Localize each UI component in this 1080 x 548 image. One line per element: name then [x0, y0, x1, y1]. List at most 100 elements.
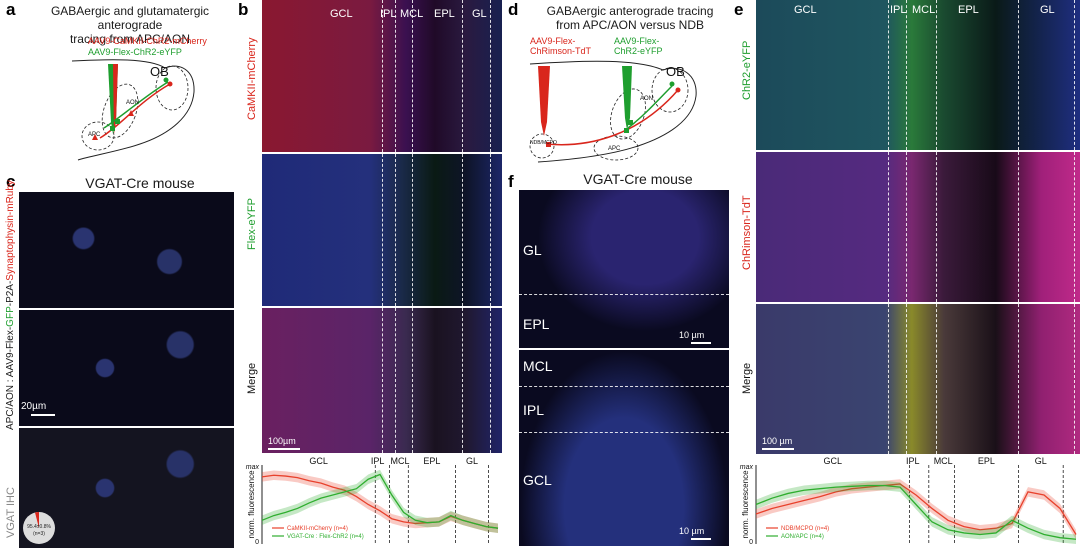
panel-e-divider: [1074, 304, 1075, 454]
panel-b-divider: [490, 154, 491, 306]
chart-series-band: [262, 469, 498, 533]
panel-d-ndb-label: NDB/MCPO: [530, 140, 557, 146]
chart-layer-label: EPL: [423, 456, 440, 466]
chart-layer-label: MCL: [934, 456, 953, 466]
panel-e-layer-ipl: IPL: [890, 4, 907, 16]
panel-b-divider: [462, 308, 463, 453]
chart-legend-label: VGAT-Cre : Flex-ChR2 (n=4): [287, 534, 364, 540]
panel-letter-b: b: [238, 0, 249, 19]
panel-c-image-bottom: 95.4±0.8% (n=3): [19, 428, 234, 548]
panel-e-scalebar: [762, 448, 794, 450]
panel-c-side-label: APC/AON : AAV9-Flex-GFP-P2A-Synaptophysi…: [5, 180, 16, 430]
panel-e-divider: [936, 152, 937, 302]
chart-layer-label: GCL: [824, 456, 843, 466]
panel-b-image-3: 100µm: [262, 308, 502, 453]
pie-value: 95.4±0.8%: [27, 524, 51, 530]
panel-b-layer-mcl: MCL: [400, 8, 424, 20]
panel-a-title-line1: GABAergic and glutamatergic anterograde: [50, 4, 210, 32]
panel-a-title: GABAergic and glutamatergic anterograde …: [30, 4, 230, 46]
panel-d-virus-red-line2: ChRimson-TdT: [530, 46, 592, 56]
panel-e-divider: [1074, 152, 1075, 302]
panel-e-divider: [1018, 0, 1019, 150]
panel-b-image-2: [262, 154, 502, 306]
panel-e-layer-gl: GL: [1040, 4, 1055, 16]
panel-b-layer-epl: EPL: [434, 8, 455, 20]
panel-e-divider: [906, 152, 907, 302]
panel-b-scalebar: [268, 448, 300, 450]
panel-e-row-label-1: ChR2-eYFP: [741, 40, 753, 100]
panel-b-divider: [412, 154, 413, 306]
panel-b-divider: [490, 0, 491, 152]
panel-c-vgat-label: VGAT IHC: [5, 487, 17, 538]
panel-e-layer-epl: EPL: [958, 4, 979, 16]
chart-legend-label: NDB/MCPO (n=4): [781, 526, 829, 532]
panel-b-row-label-2: Flex-eYFP: [246, 198, 258, 250]
chart-series-line: [755, 484, 1077, 540]
pie-n: (n=3): [33, 531, 45, 537]
chart-ylabel: norm. fluorescence: [247, 470, 256, 539]
panel-d-title-line1: GABAergic anterograde tracing: [546, 4, 714, 18]
panel-letter-e: e: [734, 0, 744, 19]
panel-f-divider: [519, 386, 729, 387]
chart-series-line: [261, 473, 499, 529]
panel-letter-a: a: [6, 0, 16, 19]
panel-b-scalebar-label: 100µm: [268, 436, 296, 446]
side-label-prefix: APC/AON : AAV9-Flex-: [5, 326, 16, 430]
panel-f-divider: [519, 294, 729, 295]
panel-f-divider: [519, 432, 729, 433]
panel-e-image-3: 100 µm: [756, 304, 1080, 454]
panel-e-divider: [906, 0, 907, 150]
panel-e-divider: [888, 152, 889, 302]
panel-e-divider: [888, 0, 889, 150]
panel-e-scalebar-label: 100 µm: [762, 436, 793, 446]
chart-layer-label: MCL: [391, 456, 410, 466]
chart-series-band: [756, 479, 1076, 540]
panel-c-scalebar: [31, 414, 55, 416]
side-label-syn: Synaptophysin-mRuby: [5, 180, 16, 281]
panel-e-divider: [1018, 152, 1019, 302]
panel-f-label-mcl: MCL: [523, 358, 553, 374]
panel-f-label-ipl: IPL: [523, 402, 545, 418]
panel-b-divider: [490, 308, 491, 453]
chart-layer-label: GL: [1035, 456, 1047, 466]
panel-d-virus-green-line1: AAV9-Flex-: [614, 36, 660, 46]
panel-letter-d: d: [508, 0, 519, 19]
panel-b-divider: [462, 0, 463, 152]
panel-d-apc-label: APC: [608, 146, 621, 152]
panel-b-divider: [395, 308, 396, 453]
side-label-mid: -P2A-: [5, 280, 16, 307]
chart-legend-label: CaMKII-mCherry (n=4): [287, 526, 348, 532]
panel-b-divider: [395, 154, 396, 306]
chart-layer-label: EPL: [978, 456, 995, 466]
chart-series-band: [756, 480, 1076, 544]
panel-c-image-top: [19, 192, 234, 308]
panel-d-brain-schematic: OB AON APC NDB/MCPO: [529, 60, 697, 163]
panel-b-row-label-3: Merge: [246, 362, 258, 394]
panel-e-divider: [936, 304, 937, 454]
panel-e-divider: [906, 304, 907, 454]
chart-ytick-zero: 0: [749, 539, 753, 546]
chart-layer-label: GL: [466, 456, 478, 466]
panel-b-divider: [382, 308, 383, 453]
panel-c-image-middle: 20µm: [19, 310, 234, 426]
chart-ylabel: norm. fluorescence: [741, 470, 750, 539]
panel-e-row-label-2: ChRimson-TdT: [741, 195, 753, 270]
panel-c-title: VGAT-Cre mouse: [85, 175, 195, 191]
panel-d-title-line2: from APC/AON versus NDB: [555, 18, 705, 32]
chart-series-line: [755, 483, 1077, 535]
panel-b-divider: [412, 308, 413, 453]
panel-a-virus-green: AAV9-Flex-ChR2-eYFP: [88, 47, 182, 57]
panel-f-label-epl: EPL: [523, 316, 550, 332]
panel-letter-f: f: [508, 172, 514, 191]
panel-b-layer-ipl: IPL: [380, 8, 397, 20]
panel-d-virus-green-line2: ChR2-eYFP: [614, 46, 663, 56]
chart-layer-label: IPL: [906, 456, 920, 466]
panel-e-image-2: [756, 152, 1080, 302]
panel-e-divider: [1074, 0, 1075, 150]
panel-f-title: VGAT-Cre mouse: [583, 171, 693, 187]
chart-layer-label: GCL: [309, 456, 328, 466]
panel-a-title-line2: tracing from APC/AON: [69, 32, 191, 46]
panel-e-image-1: GCL IPL MCL EPL GL: [756, 0, 1080, 150]
